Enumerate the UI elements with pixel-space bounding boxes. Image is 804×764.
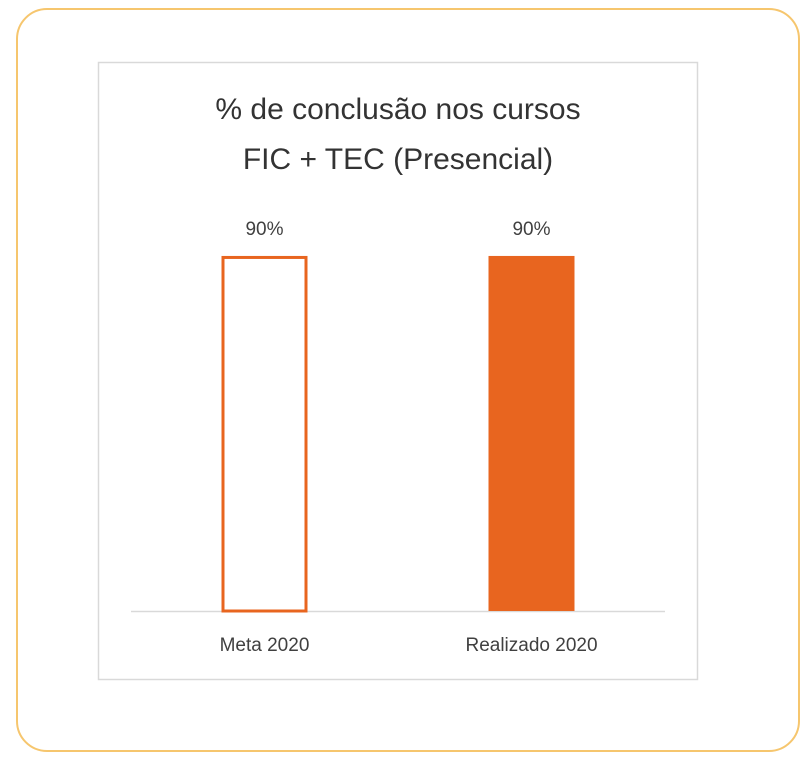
data-label: 90%	[512, 219, 550, 240]
x-tick-label: Realizado 2020	[465, 635, 597, 656]
chart-frame	[97, 61, 699, 681]
bar	[488, 255, 575, 611]
data-label: 90%	[245, 219, 283, 240]
bar	[221, 255, 308, 613]
chart-title: % de conclusão nos cursos	[215, 93, 580, 126]
chart-title: FIC + TEC (Presencial)	[243, 143, 553, 176]
x-tick-label: Meta 2020	[220, 635, 310, 656]
